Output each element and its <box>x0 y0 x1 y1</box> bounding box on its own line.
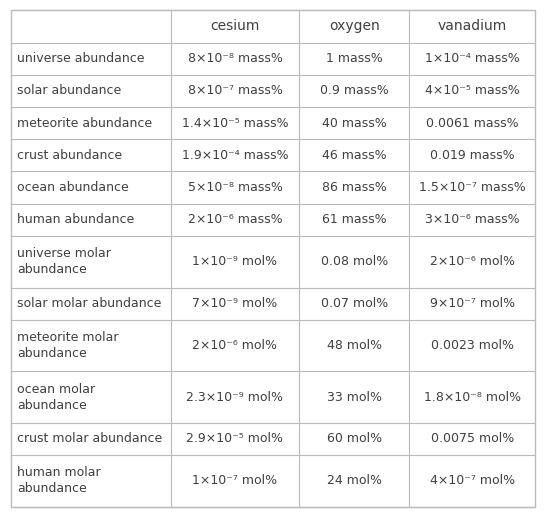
Text: 8×10⁻⁷ mass%: 8×10⁻⁷ mass% <box>188 84 282 97</box>
Text: 0.019 mass%: 0.019 mass% <box>430 149 514 162</box>
Text: universe molar
abundance: universe molar abundance <box>17 247 111 276</box>
Text: solar abundance: solar abundance <box>17 84 122 97</box>
Text: 1×10⁻⁹ mol%: 1×10⁻⁹ mol% <box>192 255 277 268</box>
Text: 1×10⁻⁷ mol%: 1×10⁻⁷ mol% <box>192 475 277 488</box>
Text: meteorite molar
abundance: meteorite molar abundance <box>17 331 119 360</box>
Text: 1×10⁻⁴ mass%: 1×10⁻⁴ mass% <box>425 52 520 65</box>
Text: 86 mass%: 86 mass% <box>322 181 387 194</box>
Text: 4×10⁻⁵ mass%: 4×10⁻⁵ mass% <box>425 84 520 97</box>
Text: 8×10⁻⁸ mass%: 8×10⁻⁸ mass% <box>188 52 282 65</box>
Text: 7×10⁻⁹ mol%: 7×10⁻⁹ mol% <box>192 297 277 310</box>
Text: human molar
abundance: human molar abundance <box>17 466 101 495</box>
Text: 60 mol%: 60 mol% <box>327 433 382 446</box>
Text: ocean abundance: ocean abundance <box>17 181 129 194</box>
Text: 46 mass%: 46 mass% <box>322 149 387 162</box>
Text: 1.4×10⁻⁵ mass%: 1.4×10⁻⁵ mass% <box>182 117 288 130</box>
Text: 33 mol%: 33 mol% <box>327 390 382 404</box>
Text: 2.3×10⁻⁹ mol%: 2.3×10⁻⁹ mol% <box>187 390 283 404</box>
Text: crust abundance: crust abundance <box>17 149 123 162</box>
Text: meteorite abundance: meteorite abundance <box>17 117 152 130</box>
Text: 0.08 mol%: 0.08 mol% <box>321 255 388 268</box>
Text: 40 mass%: 40 mass% <box>322 117 387 130</box>
Text: 2×10⁻⁶ mass%: 2×10⁻⁶ mass% <box>188 214 282 226</box>
Text: 2.9×10⁻⁵ mol%: 2.9×10⁻⁵ mol% <box>187 433 283 446</box>
Text: 0.07 mol%: 0.07 mol% <box>321 297 388 310</box>
Text: 3×10⁻⁶ mass%: 3×10⁻⁶ mass% <box>425 214 519 226</box>
Text: oxygen: oxygen <box>329 20 379 34</box>
Text: 61 mass%: 61 mass% <box>322 214 387 226</box>
Text: universe abundance: universe abundance <box>17 52 145 65</box>
Text: 0.0061 mass%: 0.0061 mass% <box>426 117 519 130</box>
Text: 0.0075 mol%: 0.0075 mol% <box>431 433 514 446</box>
Text: 9×10⁻⁷ mol%: 9×10⁻⁷ mol% <box>430 297 515 310</box>
Text: 1.5×10⁻⁷ mass%: 1.5×10⁻⁷ mass% <box>419 181 526 194</box>
Text: human abundance: human abundance <box>17 214 135 226</box>
Text: 2×10⁻⁶ mol%: 2×10⁻⁶ mol% <box>193 339 277 352</box>
Text: 2×10⁻⁶ mol%: 2×10⁻⁶ mol% <box>430 255 515 268</box>
Text: cesium: cesium <box>210 20 260 34</box>
Text: 24 mol%: 24 mol% <box>327 475 382 488</box>
Text: 1.8×10⁻⁸ mol%: 1.8×10⁻⁸ mol% <box>424 390 521 404</box>
Text: 4×10⁻⁷ mol%: 4×10⁻⁷ mol% <box>430 475 515 488</box>
Text: 0.9 mass%: 0.9 mass% <box>320 84 389 97</box>
Text: crust molar abundance: crust molar abundance <box>17 433 163 446</box>
Text: 1.9×10⁻⁴ mass%: 1.9×10⁻⁴ mass% <box>182 149 288 162</box>
Text: 5×10⁻⁸ mass%: 5×10⁻⁸ mass% <box>188 181 282 194</box>
Text: 1 mass%: 1 mass% <box>326 52 383 65</box>
Text: 48 mol%: 48 mol% <box>327 339 382 352</box>
Text: 0.0023 mol%: 0.0023 mol% <box>431 339 514 352</box>
Text: vanadium: vanadium <box>437 20 507 34</box>
Text: solar molar abundance: solar molar abundance <box>17 297 162 310</box>
Text: ocean molar
abundance: ocean molar abundance <box>17 383 96 412</box>
